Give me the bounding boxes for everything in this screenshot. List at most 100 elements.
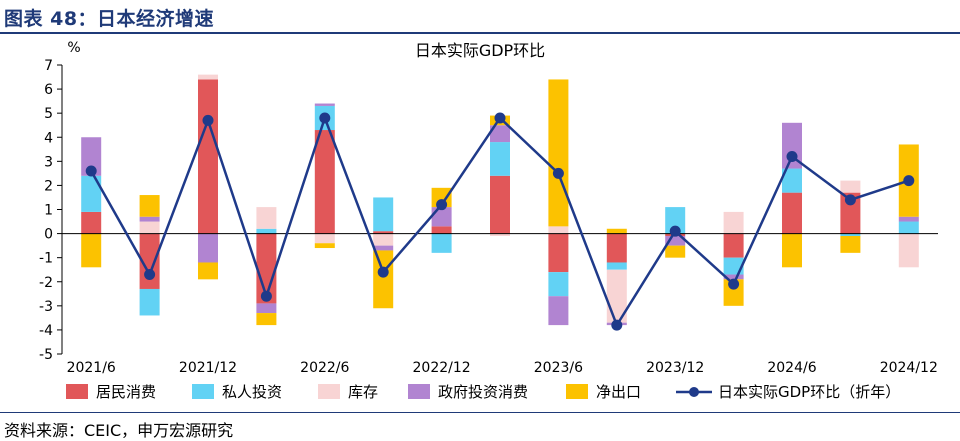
bar-inventory-2022/6 [314,233,335,244]
bar-resident-2024/3 [723,233,744,258]
legend: 居民消费 私人投资 库存 政府投资消费 净出口 日本实际GDP环比（折年） [66,383,900,401]
bar-private_invest-2022/12 [431,233,452,253]
y-tick-label: -5 [39,347,53,363]
bar-govt-2021/9 [139,216,160,222]
bar-private_invest-2022/9 [373,197,394,232]
bar-govt-2021/12 [198,233,218,263]
gdp-point-2022/3 [260,290,272,302]
bar-net_export-2023/12 [665,245,686,258]
gdp-point-2023/9 [611,319,623,331]
gdp-point-2022/9 [377,266,389,278]
bar-resident-2022/9 [373,231,394,234]
legend-label-govt: 政府投资消费 [438,383,528,401]
bar-private_invest-2021/9 [139,288,160,316]
title-divider [0,32,960,34]
legend-swatch-private_invest [192,384,214,399]
bar-resident-2021/6 [81,211,102,234]
legend-swatch-inventory [318,384,340,399]
bar-resident-2022/6 [314,130,335,234]
gdp-point-2023/12 [669,225,681,237]
bar-private_invest-2023/12 [665,207,686,234]
bar-private_invest-2021/6 [81,175,102,212]
bar-govt-2022/6 [314,103,335,106]
gdp-point-2022/12 [436,199,448,211]
bar-net_export-2021/12 [198,262,218,280]
chart-title: 日本实际GDP环比 [415,41,545,60]
x-tick-label: 2024/12 [880,360,938,376]
bar-inventory-2024/12 [898,233,919,268]
bar-net_export-2021/9 [139,195,160,217]
y-tick-label: 4 [44,130,53,146]
bar-resident-2023/6 [548,233,569,273]
gdp-point-2023/6 [552,167,564,179]
gdp-point-2022/6 [319,112,331,124]
axes-layer: -5 -4 -3 -2 -1 0 1 2 3 4 5 6 7 2021/6 2021/12 2022/6 202… [39,58,938,376]
bar-private_invest-2024/6 [782,168,802,193]
legend-swatch-net_export [566,384,588,399]
bar-govt-2023/3 [490,125,510,143]
y-axis-unit: % [67,40,80,56]
bar-net_export-2024/6 [782,233,802,268]
x-tick-label: 2021/12 [179,360,237,376]
bar-net_export-2024/9 [840,235,861,253]
legend-line-marker [689,387,699,397]
legend-swatch-resident [66,384,88,399]
bar-inventory-2021/12 [198,74,218,80]
y-tick-label: 3 [44,154,53,170]
gdp-point-2024/12 [903,175,915,187]
gdp-point-2021/6 [85,165,97,177]
x-tick-label: 2023/6 [534,360,583,376]
bar-inventory-2022/9 [373,233,394,246]
bar-govt-2022/9 [373,245,394,251]
y-tick-label: 6 [44,82,53,98]
bar-govt-2023/6 [548,296,569,326]
bar-private_invest-2023/3 [490,142,510,176]
y-tick-label: -1 [39,251,53,267]
bar-net_export-2021/6 [81,233,102,268]
bar-inventory-2022/3 [256,207,277,229]
y-tick-label: 7 [44,58,53,74]
y-tick-label: 0 [44,227,53,243]
gdp-point-2024/6 [786,151,798,163]
bar-govt-2022/3 [256,303,277,314]
gdp-point-2024/9 [844,194,856,206]
gdp-line-layer [85,112,915,331]
bar-govt-2021/6 [81,137,102,176]
gdp-chart: 日本实际GDP环比 % -5 -4 -3 -2 -1 0 1 2 3 4 5 6 7 2021/6 2021… [39,40,938,401]
source-divider [0,412,960,413]
bar-private_invest-2024/9 [840,233,861,236]
bar-inventory-2023/6 [548,226,569,234]
x-tick-label: 2024/6 [767,360,816,376]
x-tick-label: 2021/6 [67,360,116,376]
legend-label-private_invest: 私人投资 [222,383,282,401]
bar-net_export-2023/9 [606,228,627,234]
legend-label-inventory: 库存 [348,383,378,401]
bar-net_export-2023/6 [548,79,569,227]
bar-inventory-2021/9 [139,221,160,234]
bar-govt-2024/12 [898,216,919,222]
y-tick-label: 1 [44,203,53,219]
bar-net_export-2022/3 [256,313,277,326]
gdp-point-2023/3 [494,112,506,124]
x-tick-label: 2022/12 [413,360,471,376]
bar-inventory-2024/3 [723,211,744,234]
bar-resident-2022/3 [256,233,277,304]
y-tick-label: -3 [39,299,53,315]
bar-resident-2024/6 [782,192,802,234]
bar-net_export-2022/12 [431,187,452,208]
bar-resident-2022/12 [431,226,452,234]
y-tick-label: -2 [39,275,53,291]
bar-govt-2023/12 [665,235,686,246]
y-tick-label: 2 [44,178,53,194]
figure-title: 图表 48：日本经济增速 [4,8,215,30]
bar-private_invest-2024/12 [898,221,919,234]
bar-private_invest-2023/6 [548,272,569,297]
bar-resident-2023/3 [490,175,510,234]
bar-resident-2023/9 [606,233,627,263]
legend-swatch-govt [408,384,430,399]
gdp-point-2024/3 [728,278,740,290]
legend-label-gdp-line: 日本实际GDP环比（折年） [718,383,900,401]
bar-net_export-2022/6 [314,243,335,249]
gdp-point-2021/9 [144,269,156,281]
gdp-point-2021/12 [202,114,214,126]
